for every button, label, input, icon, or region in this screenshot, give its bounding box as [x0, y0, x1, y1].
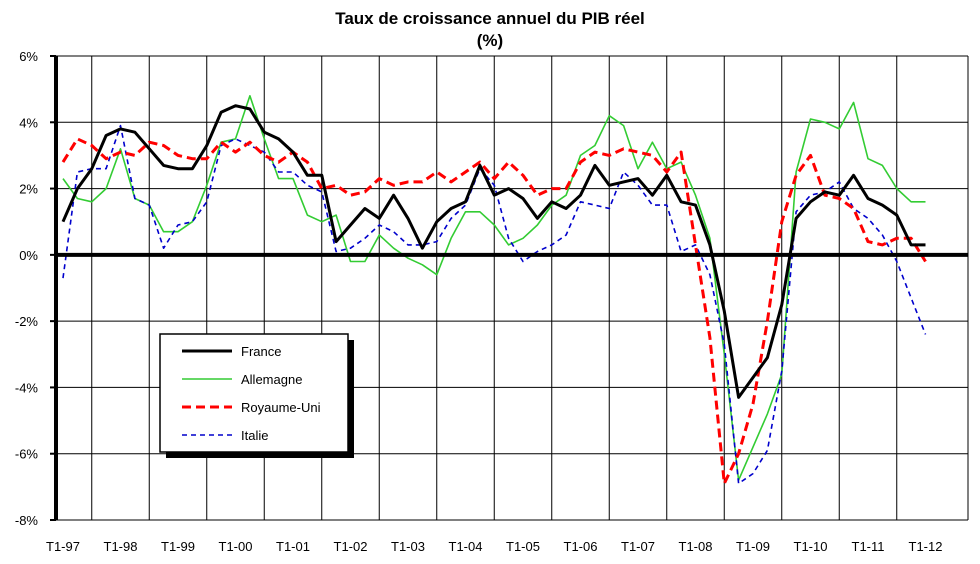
y-tick-label: 2% [19, 182, 38, 197]
x-tick-label: T1-09 [736, 539, 770, 554]
y-tick-label: 4% [19, 115, 38, 130]
y-tick-label: 0% [19, 248, 38, 263]
y-tick-label: -4% [15, 380, 39, 395]
chart-subtitle: (%) [477, 31, 503, 50]
legend-label: Italie [241, 428, 268, 443]
legend-label: France [241, 344, 281, 359]
y-axis-ticks: 6% 4% 2% 0% -2% -4% -6% -8% [15, 49, 56, 528]
x-tick-label: T1-97 [46, 539, 80, 554]
x-tick-label: T1-08 [679, 539, 713, 554]
legend-box [159, 333, 349, 453]
axes [54, 56, 968, 520]
x-tick-label: T1-04 [449, 539, 483, 554]
y-tick-label: -2% [15, 314, 39, 329]
x-tick-label: T1-06 [564, 539, 598, 554]
series-lines [61, 95, 927, 485]
legend-label: Allemagne [241, 372, 302, 387]
x-tick-label: T1-02 [334, 539, 368, 554]
series-line-france [61, 104, 926, 399]
x-tick-label: T1-98 [104, 539, 138, 554]
x-tick-label: T1-07 [621, 539, 655, 554]
x-tick-label: T1-99 [161, 539, 195, 554]
y-tick-label: 6% [19, 49, 38, 64]
series-line-italie [62, 124, 927, 485]
x-tick-label: T1-03 [391, 539, 425, 554]
x-tick-label: T1-05 [506, 539, 540, 554]
legend: France Allemagne Royaume-Uni Italie [159, 333, 354, 458]
x-tick-label: T1-00 [219, 539, 253, 554]
x-tick-label: T1-11 [852, 539, 885, 554]
y-tick-label: -8% [15, 513, 39, 528]
series-line-royaume-uni [61, 137, 927, 485]
x-axis-ticks: T1-97 T1-98 T1-99 T1-00 T1-01 T1-02 T1-03 T1-04… [46, 539, 942, 554]
x-tick-label: T1-12 [909, 539, 943, 554]
legend-label: Royaume-Uni [241, 400, 321, 415]
x-tick-label: T1-01 [276, 539, 310, 554]
x-tick-label: T1-10 [794, 539, 828, 554]
y-tick-label: -6% [15, 447, 39, 462]
chart-title: Taux de croissance annuel du PIB réel [335, 9, 645, 28]
